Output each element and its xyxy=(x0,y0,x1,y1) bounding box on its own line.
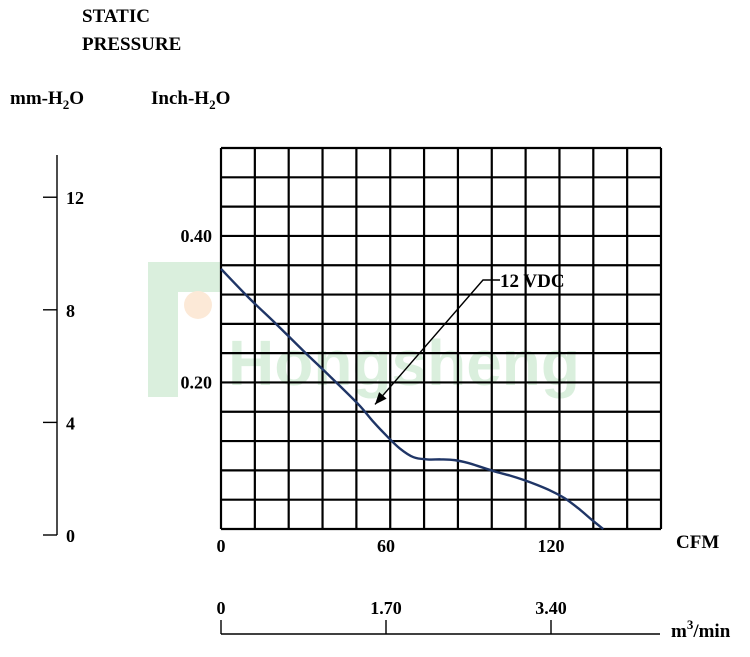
left-axis-label: mm-H2O xyxy=(10,88,84,112)
x-tick-labels: 0 60 120 xyxy=(217,536,565,556)
annotation: 12 VDC xyxy=(374,271,565,405)
x-tick-label: 120 xyxy=(538,536,565,556)
y-tick-labels: 0.40 0.20 xyxy=(181,226,213,393)
watermark: Hongsheng xyxy=(148,262,580,399)
secondary-x-axis-label: m3/min xyxy=(671,617,731,642)
x-tick-label: 60 xyxy=(377,536,395,556)
m3-tick-label: 1.70 xyxy=(370,598,402,618)
title-line-1: STATIC xyxy=(82,6,150,27)
y-axis-label: Inch-H2O xyxy=(151,88,230,112)
m3-tick-label: 0 xyxy=(217,598,226,618)
y-tick-label: 0.40 xyxy=(181,226,213,246)
y-tick-label: 0.20 xyxy=(181,372,213,392)
mm-h2o-axis: 12 8 4 0 xyxy=(43,155,84,546)
x-axis-label: CFM xyxy=(676,532,719,553)
m3-min-axis: 0 1.70 3.40 xyxy=(217,598,660,635)
m3-tick-label: 3.40 xyxy=(535,598,567,618)
mm-tick-label: 0 xyxy=(66,526,75,546)
annotation-arrow xyxy=(374,279,500,405)
mm-tick-label: 8 xyxy=(66,301,75,321)
annotation-arrowhead xyxy=(375,392,387,405)
mm-tick-label: 4 xyxy=(66,413,75,433)
annotation-label: 12 VDC xyxy=(500,271,565,292)
watermark-text: Hongsheng xyxy=(228,327,580,399)
x-tick-label: 0 xyxy=(217,536,226,556)
series-line-12vdc xyxy=(220,268,604,530)
title-line-2: PRESSURE xyxy=(82,34,181,55)
chart-grid xyxy=(219,146,663,531)
mm-tick-label: 12 xyxy=(66,188,84,208)
